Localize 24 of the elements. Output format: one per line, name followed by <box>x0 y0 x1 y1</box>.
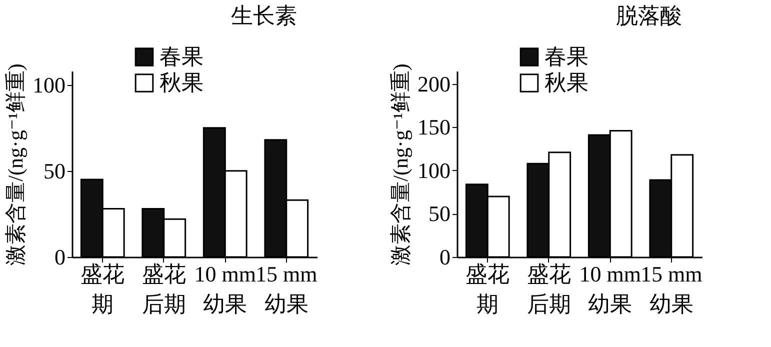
y-tick-label: 150 <box>418 114 450 140</box>
x-tick-label: 10 mm幼果 <box>579 262 641 316</box>
x-tick-label: 15 mm幼果 <box>256 262 318 316</box>
y-tick-label: 100 <box>32 72 66 98</box>
y-tick-label: 200 <box>418 71 450 96</box>
x-tick-label: 15 mm幼果 <box>640 262 702 316</box>
x-tick-label: 盛花期 <box>466 262 510 316</box>
x-tick-label: 盛花期 <box>80 262 125 316</box>
chart-title: 脱落酸 <box>616 3 682 28</box>
x-tick-label: 盛花后期 <box>142 262 186 316</box>
y-tick-label: 50 <box>44 158 66 184</box>
y-tick-label: 0 <box>54 244 66 270</box>
x-tick-label: 10 mm幼果 <box>194 262 256 316</box>
chart-title: 生长素 <box>231 3 297 28</box>
legend-label: 春果 <box>544 44 588 69</box>
y-axis-title: 激素含量/(ng·g⁻¹鲜重) <box>388 64 412 266</box>
y-axis-title: 激素含量/(ng·g⁻¹鲜重) <box>4 64 28 266</box>
y-tick-label: 50 <box>428 201 450 226</box>
legend-label: 秋果 <box>544 70 588 95</box>
y-tick-label: 0 <box>440 244 450 270</box>
legend-label: 春果 <box>159 44 204 69</box>
x-tick-label: 盛花后期 <box>526 262 571 316</box>
y-tick-label: 100 <box>418 158 450 183</box>
legend-label: 秋果 <box>159 70 204 95</box>
